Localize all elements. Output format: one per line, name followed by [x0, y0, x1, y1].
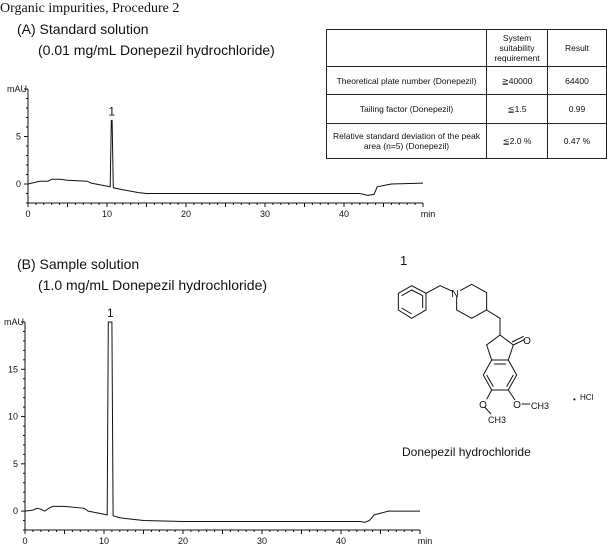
y-tick-label: 15 — [8, 364, 18, 374]
y-tick-label: 0 — [13, 506, 18, 516]
atom-n: N — [451, 289, 458, 300]
x-axis-label: min — [418, 536, 433, 546]
y-tick-label: 5 — [13, 459, 18, 469]
salt-dot: • — [573, 395, 576, 404]
x-tick-label: 40 — [339, 209, 349, 219]
salt-hcl: HCl — [580, 393, 594, 402]
structure-bonds — [397, 283, 530, 415]
x-tick-label: 0 — [22, 536, 27, 546]
parameter-cell: Theoretical plate number (Donepezil) — [326, 66, 487, 95]
atom-ch3: CH3 — [488, 415, 506, 425]
chart-b-title: (B) Sample solution — [17, 256, 140, 272]
chart-a-title: (A) Standard solution — [17, 21, 149, 37]
requirement-cell: ≧40000 — [486, 66, 548, 95]
x-tick-label: 30 — [257, 536, 267, 546]
atom-o-methoxy: O — [513, 400, 521, 411]
page-title: Organic impurities, Procedure 2 — [0, 1, 180, 16]
parameter-cell: Relative standard deviation of the peak … — [326, 123, 487, 159]
x-tick-label: 10 — [102, 209, 112, 219]
header-cell — [326, 29, 487, 67]
y-tick-label: 5 — [16, 132, 21, 142]
x-tick-label: 30 — [260, 209, 270, 219]
x-tick-label: 20 — [178, 536, 188, 546]
x-tick-label: 20 — [181, 209, 191, 219]
y-axis-label: mAU — [4, 317, 24, 327]
atom-o-methoxy: O — [479, 400, 487, 411]
x-tick-label: 10 — [99, 536, 109, 546]
header-cell: Result — [547, 29, 607, 67]
chart-b-subtitle: (1.0 mg/mL Donepezil hydrochloride) — [38, 277, 268, 293]
system-suitability-table: System suitability requirement Result Th… — [326, 29, 607, 159]
x-tick-label: 40 — [336, 536, 346, 546]
result-cell: 64400 — [547, 66, 607, 95]
chromatogram-trace — [27, 119, 424, 196]
atom-o-carbonyl: O — [523, 336, 531, 347]
table-row: Theoretical plate number (Donepezil) ≧40… — [326, 66, 607, 95]
x-axis-label: min — [421, 209, 436, 219]
result-cell: 0.47 % — [547, 123, 607, 159]
structure-number: 1 — [400, 253, 407, 268]
table-row: Relative standard deviation of the peak … — [326, 123, 607, 159]
peak-label: 1 — [107, 306, 114, 320]
y-tick-label: 0 — [16, 179, 21, 189]
y-tick-label: 10 — [8, 412, 18, 422]
peak-label: 1 — [108, 104, 115, 118]
chromatogram-trace — [24, 321, 420, 523]
y-axis-label: mAU — [7, 84, 27, 94]
compound-name: Donepezil hydrochloride — [402, 445, 531, 459]
parameter-cell: Tailing factor (Donepezil) — [326, 94, 487, 124]
requirement-cell: ≦1.5 — [486, 94, 548, 124]
x-tick-label: 0 — [25, 209, 30, 219]
chart-a-subtitle: (0.01 mg/mL Donepezil hydrochloride) — [38, 42, 275, 58]
atom-ch3: CH3 — [531, 401, 549, 411]
